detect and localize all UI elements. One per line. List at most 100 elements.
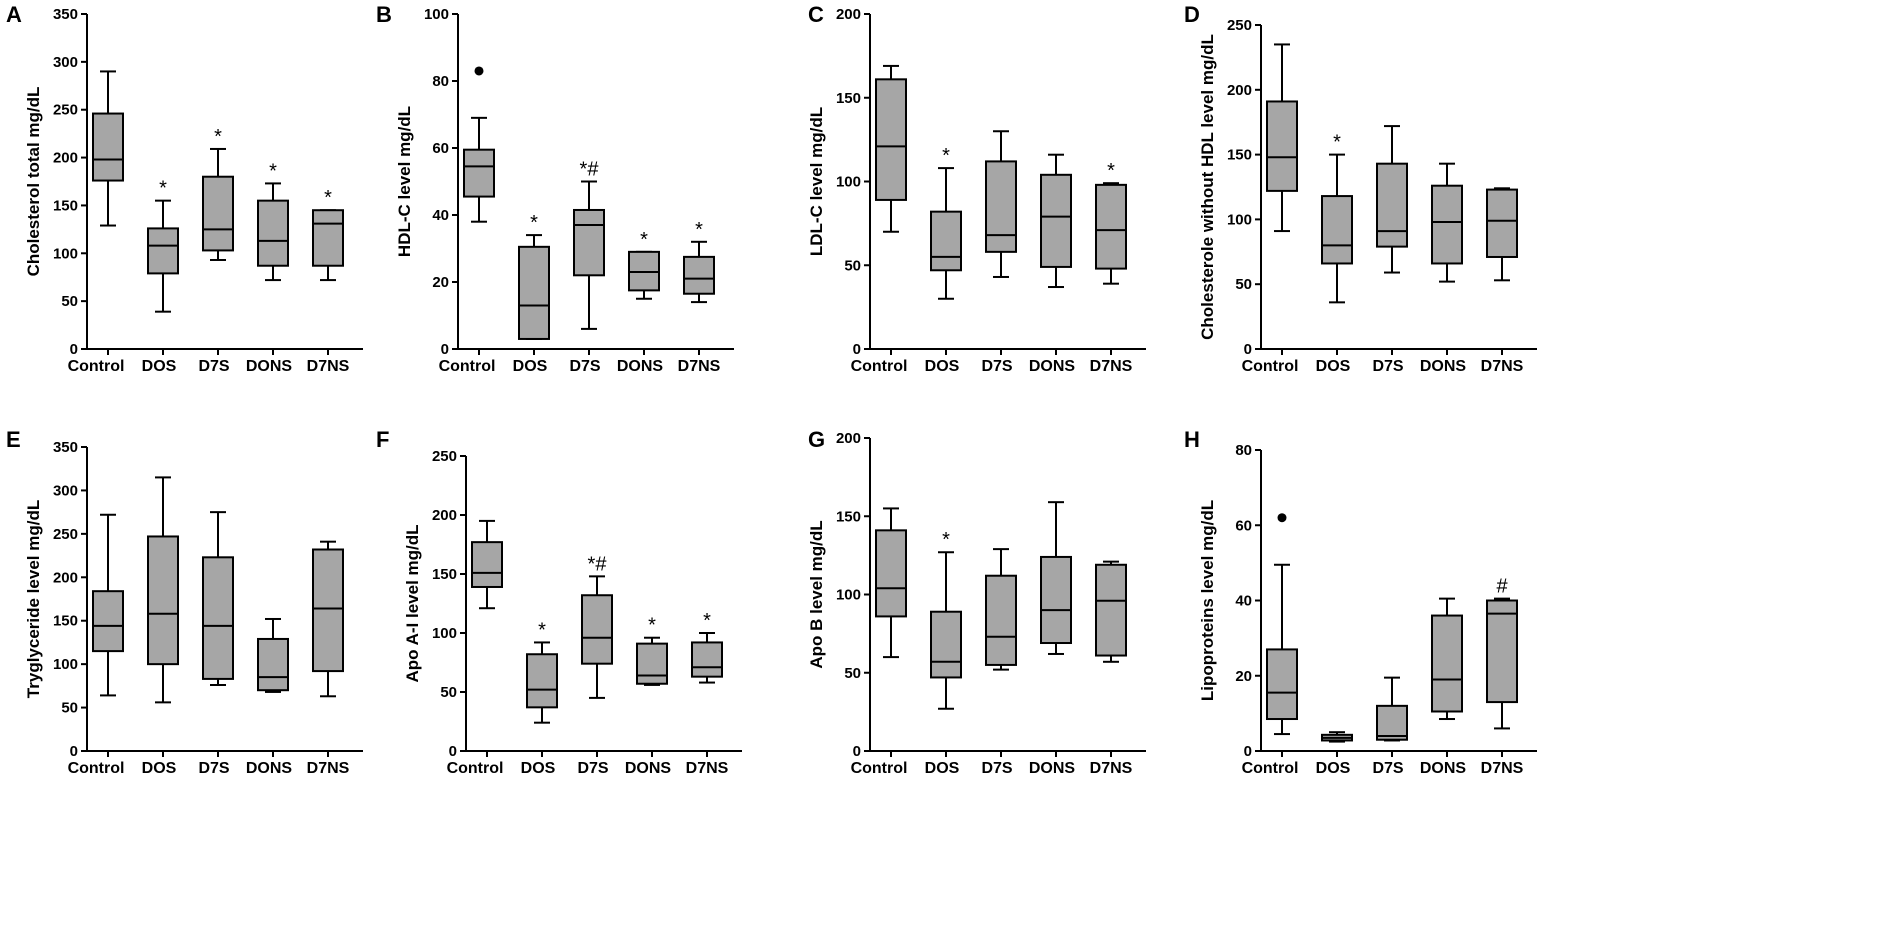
category-label-h: D7NS [1481, 760, 1524, 777]
y-tick-label-e: 350 [53, 439, 78, 456]
y-tick-label-g: 200 [836, 430, 861, 447]
significance-marker-b: * [530, 212, 538, 234]
box-e-dons [257, 637, 289, 692]
panel-letter-g: G [808, 427, 825, 452]
y-tick-label-e: 150 [53, 613, 78, 630]
category-label-b: DOS [513, 358, 548, 375]
category-label-h: Control [1242, 760, 1299, 777]
y-tick-label-a: 100 [53, 245, 78, 262]
y-tick-label-c: 100 [836, 174, 861, 191]
box-a-d7s [202, 175, 234, 252]
box-b-d7s [573, 208, 605, 277]
category-label-h: D7S [1372, 760, 1403, 777]
y-tick-label-b: 20 [432, 274, 449, 291]
significance-marker-h: # [1496, 576, 1508, 598]
box-c-control [875, 78, 907, 201]
y-tick-label-d: 250 [1227, 17, 1252, 34]
category-label-f: DONS [625, 760, 672, 777]
y-tick-label-e: 50 [61, 700, 78, 717]
y-axis-title-a: Cholesterol total mg/dL [24, 87, 43, 277]
y-axis-title-g: Apo B level mg/dL [807, 520, 826, 668]
box-g-control [875, 529, 907, 618]
y-tick-label-g: 150 [836, 508, 861, 525]
box-h-dons [1431, 614, 1463, 713]
category-label-e: D7NS [307, 760, 350, 777]
y-tick-label-h: 0 [1244, 743, 1252, 760]
y-tick-label-h: 80 [1235, 442, 1252, 459]
y-axis-title-e: Tryglyceride level mg/dL [24, 500, 43, 698]
significance-marker-f: * [538, 619, 546, 641]
category-label-f: D7NS [686, 760, 729, 777]
category-label-g: Control [851, 760, 908, 777]
category-label-f: DOS [521, 760, 556, 777]
category-label-a: DOS [142, 358, 177, 375]
category-label-b: DONS [617, 358, 664, 375]
y-axis-title-b: HDL-C level mg/dL [395, 106, 414, 257]
y-axis-title-h: Lipoproteins level mg/dL [1198, 500, 1217, 701]
significance-marker-a: * [324, 187, 332, 209]
y-tick-label-b: 60 [432, 140, 449, 157]
box-c-d7ns [1095, 183, 1127, 270]
significance-marker-f: *# [588, 553, 608, 575]
box-d-d7s [1376, 162, 1408, 248]
significance-marker-g: * [942, 529, 950, 551]
y-tick-label-b: 0 [441, 341, 449, 358]
y-tick-label-f: 50 [440, 684, 457, 701]
category-label-d: D7S [1372, 358, 1403, 375]
significance-marker-b: * [640, 229, 648, 251]
y-tick-label-f: 150 [432, 566, 457, 583]
category-label-a: D7S [198, 358, 229, 375]
category-label-f: Control [447, 760, 504, 777]
y-tick-label-c: 50 [844, 257, 861, 274]
box-e-control [92, 590, 124, 653]
category-label-e: Control [68, 760, 125, 777]
significance-marker-f: * [703, 610, 711, 632]
y-tick-label-d: 50 [1235, 276, 1252, 293]
outlier-point-h [1277, 513, 1287, 523]
panel-letter-b: B [376, 2, 392, 27]
y-tick-label-a: 50 [61, 293, 78, 310]
y-tick-label-d: 200 [1227, 82, 1252, 99]
category-label-a: D7NS [307, 358, 350, 375]
category-label-d: DONS [1420, 358, 1467, 375]
category-label-g: D7NS [1090, 760, 1133, 777]
category-label-e: DOS [142, 760, 177, 777]
y-tick-label-h: 40 [1235, 593, 1252, 610]
category-label-d: Control [1242, 358, 1299, 375]
category-label-e: D7S [198, 760, 229, 777]
y-tick-label-a: 350 [53, 6, 78, 23]
box-b-dos [518, 245, 550, 340]
y-tick-label-a: 200 [53, 150, 78, 167]
y-tick-label-a: 0 [70, 341, 78, 358]
box-a-dons [257, 199, 289, 267]
significance-marker-c: * [942, 145, 950, 167]
y-tick-label-e: 0 [70, 743, 78, 760]
y-axis-title-c: LDL-C level mg/dL [807, 107, 826, 256]
category-label-g: DONS [1029, 760, 1076, 777]
box-a-control [92, 112, 124, 182]
panel-letter-h: H [1184, 427, 1200, 452]
box-g-d7ns [1095, 563, 1127, 657]
y-axis-title-d: Cholesterole without HDL level mg/dL [1198, 34, 1217, 340]
box-d-control [1266, 100, 1298, 192]
significance-marker-a: * [214, 126, 222, 148]
y-tick-label-b: 80 [432, 73, 449, 90]
box-g-d7s [985, 574, 1017, 666]
significance-marker-b: * [695, 219, 703, 241]
significance-marker-f: * [648, 615, 656, 637]
category-label-d: DOS [1316, 358, 1351, 375]
category-label-d: D7NS [1481, 358, 1524, 375]
y-tick-label-h: 20 [1235, 668, 1252, 685]
category-label-c: D7NS [1090, 358, 1133, 375]
y-tick-label-b: 100 [424, 6, 449, 23]
y-tick-label-b: 40 [432, 207, 449, 224]
category-label-g: D7S [981, 760, 1012, 777]
y-tick-label-g: 0 [853, 743, 861, 760]
significance-marker-d: * [1333, 132, 1341, 154]
significance-marker-b: *# [580, 159, 600, 181]
box-e-dos [147, 535, 179, 666]
y-tick-label-a: 150 [53, 197, 78, 214]
category-label-c: DOS [925, 358, 960, 375]
box-f-dos [526, 653, 558, 709]
